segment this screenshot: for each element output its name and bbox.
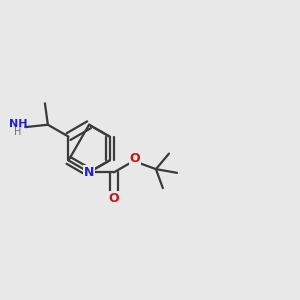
Text: NH: NH (9, 118, 27, 128)
Text: N: N (84, 166, 94, 179)
Text: O: O (130, 152, 140, 165)
Text: H: H (14, 127, 22, 136)
Text: O: O (109, 192, 119, 205)
